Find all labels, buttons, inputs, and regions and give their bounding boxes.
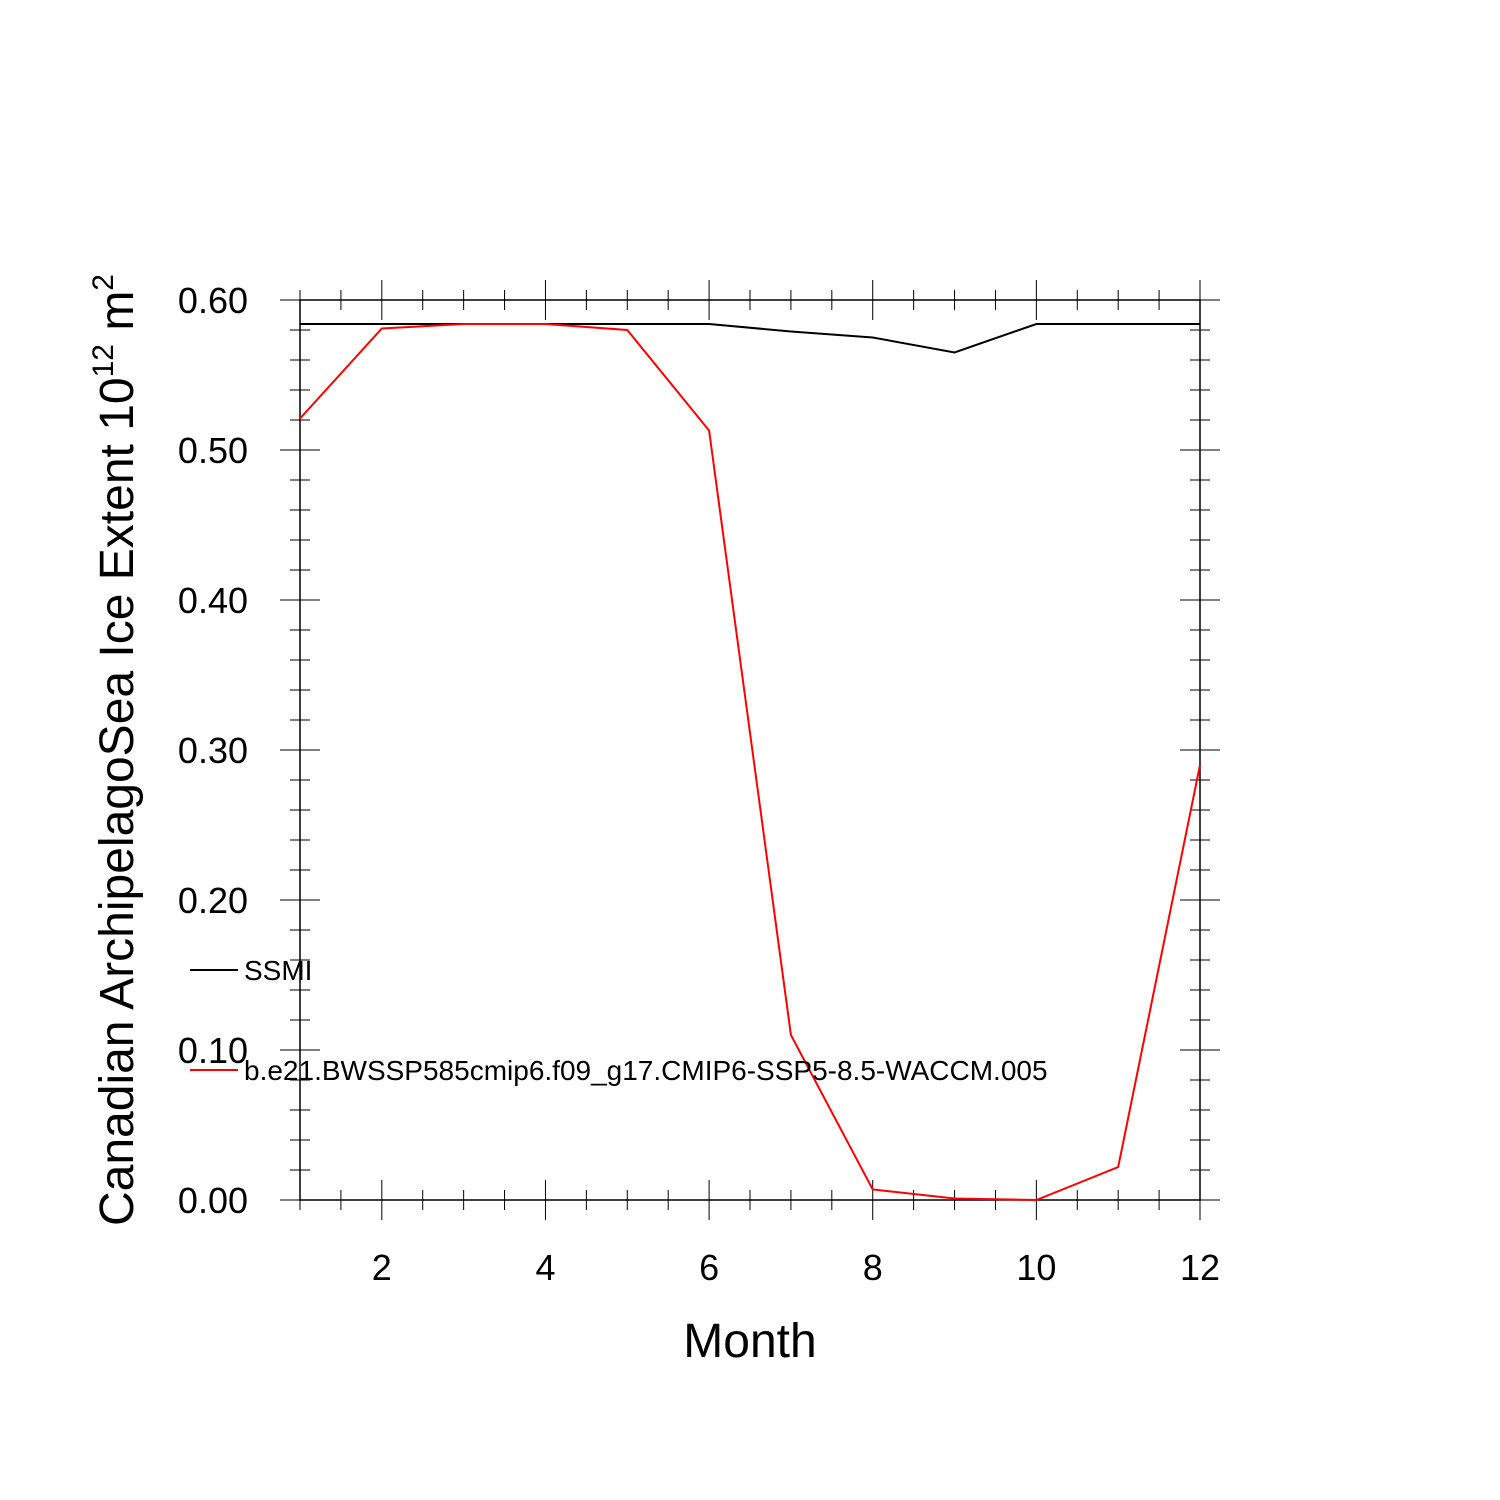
x-tick-label: 10 bbox=[1016, 1247, 1056, 1288]
x-tick-labels: 2 4 6 8 10 12 bbox=[372, 1247, 1220, 1288]
y-tick-label: 0.10 bbox=[178, 1030, 248, 1071]
y-axis-title-unit-exponent: 2 bbox=[87, 274, 120, 291]
y-tick-label: 0.50 bbox=[178, 430, 248, 471]
series-line-2 bbox=[299, 323, 1201, 1202]
x-axis-title: Month bbox=[683, 1315, 816, 1368]
legend: SSMI b.e21.BWSSP585cmip6.f09_g17.CMIP6-SS… bbox=[190, 955, 1048, 1086]
series-line-1 bbox=[300, 323, 1200, 354]
x-tick-label: 8 bbox=[863, 1247, 883, 1288]
y-tick-label: 0.30 bbox=[178, 730, 248, 771]
y-tick-label: 0.40 bbox=[178, 580, 248, 621]
y-axis-title: Canadian ArchipelagoSea Ice Extent 1012 … bbox=[87, 274, 144, 1226]
series-lines bbox=[299, 323, 1201, 1202]
y-axis-title-unit: m bbox=[91, 291, 144, 344]
x-tick-label: 6 bbox=[699, 1247, 719, 1288]
y-tick-labels: 0.00 0.10 0.20 0.30 0.40 0.50 0.60 bbox=[178, 280, 248, 1221]
legend-label: b.e21.BWSSP585cmip6.f09_g17.CMIP6-SSP5-8… bbox=[244, 1055, 1048, 1086]
y-tick-label: 0.00 bbox=[178, 1180, 248, 1221]
x-tick-label: 2 bbox=[372, 1247, 392, 1288]
x-tick-label: 12 bbox=[1180, 1247, 1220, 1288]
y-axis-title-exponent: 12 bbox=[87, 344, 120, 377]
legend-label: SSMI bbox=[244, 955, 312, 986]
tick-marks bbox=[280, 280, 1220, 1220]
y-tick-label: 0.60 bbox=[178, 280, 248, 321]
y-tick-label: 0.20 bbox=[178, 880, 248, 921]
x-tick-label: 4 bbox=[535, 1247, 555, 1288]
y-axis-title-main: Canadian ArchipelagoSea Ice Extent 10 bbox=[91, 377, 144, 1226]
